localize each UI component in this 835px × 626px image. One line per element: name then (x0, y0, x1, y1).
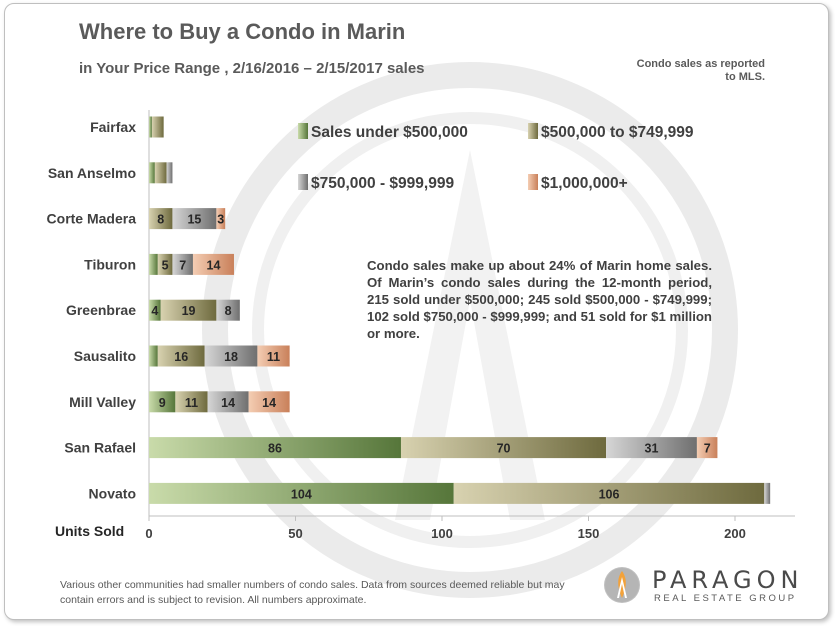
bar-segment (606, 437, 697, 459)
data-label: 86 (268, 442, 282, 456)
data-label: 14 (262, 396, 276, 410)
bar-segment (149, 391, 176, 413)
bar-segment (149, 437, 401, 459)
x-tick-label: 100 (431, 526, 453, 541)
category-label: San Anselmo (48, 165, 136, 181)
data-label: 3 (217, 213, 224, 227)
category-label: Greenbrae (66, 302, 136, 318)
bar-segment (192, 253, 234, 275)
category-label: Corte Madera (47, 211, 137, 227)
data-label: 14 (207, 258, 221, 272)
data-label: 7 (179, 258, 186, 272)
category-label: Mill Valley (69, 394, 136, 410)
bar-segment (149, 162, 155, 184)
bar-segment (149, 208, 173, 230)
legend-swatch (298, 123, 308, 139)
category-label: Novato (89, 485, 136, 501)
source-note: Condo sales as reported to MLS. (636, 58, 765, 83)
x-tick-label: 0 (145, 526, 152, 541)
data-label: 7 (704, 442, 711, 456)
bar-segment (157, 253, 173, 275)
legend-label: $750,000 - $999,999 (311, 175, 454, 192)
bar-segment (160, 299, 217, 321)
data-label: 14 (221, 396, 235, 410)
bar-segment (175, 391, 208, 413)
legend-label: Sales under $500,000 (311, 124, 468, 141)
data-label: 16 (174, 350, 188, 364)
logo-tagline: REAL ESTATE GROUP (654, 593, 797, 604)
chart-title: Where to Buy a Condo in Marin (79, 19, 406, 44)
data-label: 19 (182, 304, 196, 318)
bar-segment (204, 345, 258, 367)
data-label: 104 (291, 487, 312, 501)
x-tick-label: 50 (288, 526, 302, 541)
bar-segment (400, 437, 607, 459)
data-label: 18 (224, 350, 238, 364)
bar-segment (157, 345, 205, 367)
logo-name: PARAGON (652, 566, 804, 594)
data-label: 15 (187, 213, 201, 227)
data-label: 70 (497, 442, 511, 456)
bar-segment (696, 437, 718, 459)
bar-segment (149, 345, 158, 367)
bar-segment (166, 162, 173, 184)
x-axis-label: Units Sold (55, 523, 124, 539)
bar-segment (257, 345, 290, 367)
bar-segment (248, 391, 290, 413)
chart-subtitle: in Your Price Range , 2/16/2016 – 2/15/2… (79, 60, 425, 77)
bar-segment (149, 253, 158, 275)
x-tick-label: 150 (578, 526, 600, 541)
legend-swatch (528, 123, 538, 139)
category-label: Sausalito (74, 348, 136, 364)
category-label: Tiburon (84, 256, 136, 272)
bar-segment (216, 208, 226, 230)
legend-swatch (298, 174, 308, 190)
chart-annotation: Condo sales make up about 24% of Marin h… (367, 258, 712, 341)
bar-segment (764, 482, 771, 504)
legend-label: $500,000 to $749,999 (541, 124, 694, 141)
category-label: San Rafael (64, 440, 136, 456)
x-tick-label: 200 (724, 526, 746, 541)
data-label: 11 (267, 350, 280, 364)
bar-segment (216, 299, 240, 321)
bar-segment (149, 116, 152, 138)
bar-segment (172, 253, 193, 275)
bar-segment (149, 482, 454, 504)
legend-swatch (528, 174, 538, 190)
data-label: 8 (157, 213, 164, 227)
data-label: 4 (151, 304, 158, 318)
data-label: 11 (185, 396, 198, 410)
bar-segment (207, 391, 249, 413)
bar-segment (149, 299, 161, 321)
bar-segment (453, 482, 765, 504)
category-label: Fairfax (90, 119, 136, 135)
data-label: 5 (162, 258, 169, 272)
bar-segment (154, 162, 167, 184)
logo-icon (604, 567, 640, 603)
data-label: 9 (159, 396, 166, 410)
legend-label: $1,000,000+ (541, 175, 628, 192)
data-label: 8 (225, 304, 232, 318)
bar-segment (151, 116, 164, 138)
data-label: 31 (645, 442, 659, 456)
data-label: 106 (599, 487, 620, 501)
bar-segment (172, 208, 217, 230)
footer-note: Various other communities had smaller nu… (60, 579, 565, 606)
